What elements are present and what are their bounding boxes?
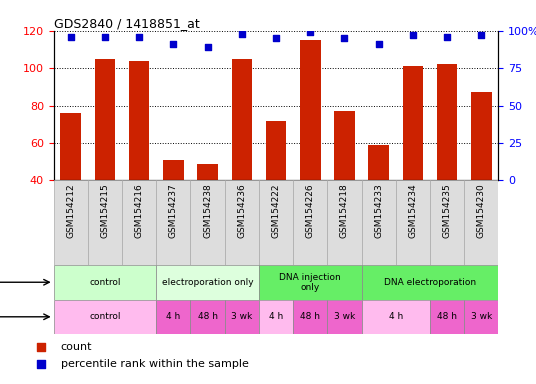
Text: 48 h: 48 h <box>198 312 218 321</box>
Text: GDS2840 / 1418851_at: GDS2840 / 1418851_at <box>54 17 199 30</box>
Text: GSM154218: GSM154218 <box>340 183 349 238</box>
Bar <box>362 265 498 300</box>
Bar <box>362 180 396 265</box>
Text: GSM154215: GSM154215 <box>100 183 109 238</box>
Text: percentile rank within the sample: percentile rank within the sample <box>61 359 249 369</box>
Bar <box>157 265 259 300</box>
Bar <box>122 180 157 265</box>
Bar <box>54 265 157 300</box>
Text: GSM154236: GSM154236 <box>237 183 247 238</box>
Text: control: control <box>89 278 121 287</box>
Bar <box>54 300 157 334</box>
Text: electroporation only: electroporation only <box>162 278 254 287</box>
Bar <box>88 180 122 265</box>
Bar <box>54 180 88 265</box>
Bar <box>190 300 225 334</box>
Bar <box>157 180 190 265</box>
Text: 4 h: 4 h <box>389 312 403 321</box>
Text: 3 wk: 3 wk <box>334 312 355 321</box>
Text: control: control <box>89 312 121 321</box>
Text: GSM154216: GSM154216 <box>135 183 144 238</box>
Point <box>237 31 246 37</box>
Point <box>203 44 212 50</box>
Bar <box>129 61 150 180</box>
Text: GSM154222: GSM154222 <box>272 183 280 238</box>
Point <box>306 29 315 35</box>
Bar <box>259 265 362 300</box>
Point <box>408 32 417 38</box>
Bar <box>464 180 498 265</box>
Bar <box>300 40 321 180</box>
Text: GSM154212: GSM154212 <box>66 183 75 238</box>
Bar <box>327 180 362 265</box>
Bar <box>396 180 430 265</box>
Text: count: count <box>61 341 92 352</box>
Point <box>477 32 486 38</box>
Point <box>375 41 383 47</box>
Text: GSM154230: GSM154230 <box>477 183 486 238</box>
Text: 3 wk: 3 wk <box>471 312 492 321</box>
Point <box>340 35 349 41</box>
Bar <box>266 121 286 180</box>
Bar <box>368 145 389 180</box>
Bar <box>334 111 355 180</box>
Point <box>37 361 46 367</box>
Text: GSM154233: GSM154233 <box>374 183 383 238</box>
Bar <box>293 180 327 265</box>
Text: GSM154234: GSM154234 <box>408 183 418 238</box>
Text: 48 h: 48 h <box>437 312 457 321</box>
Text: 3 wk: 3 wk <box>231 312 252 321</box>
Point <box>37 343 46 349</box>
Point <box>66 34 75 40</box>
Text: 48 h: 48 h <box>300 312 321 321</box>
Text: DNA electroporation: DNA electroporation <box>384 278 476 287</box>
Bar <box>232 59 252 180</box>
Text: GSM154237: GSM154237 <box>169 183 178 238</box>
Bar <box>225 180 259 265</box>
Bar <box>163 160 184 180</box>
Bar <box>464 300 498 334</box>
Bar <box>430 180 464 265</box>
Bar <box>293 300 327 334</box>
Bar <box>61 113 81 180</box>
Point <box>101 34 109 40</box>
Bar <box>190 180 225 265</box>
Bar <box>430 300 464 334</box>
Text: 4 h: 4 h <box>269 312 283 321</box>
Bar <box>259 300 293 334</box>
Text: 4 h: 4 h <box>166 312 181 321</box>
Bar <box>362 300 430 334</box>
Text: GSM154238: GSM154238 <box>203 183 212 238</box>
Text: GSM154226: GSM154226 <box>306 183 315 238</box>
Bar <box>327 300 362 334</box>
Bar <box>259 180 293 265</box>
Point <box>443 34 451 40</box>
Point <box>169 41 177 47</box>
Text: GSM154235: GSM154235 <box>443 183 452 238</box>
Bar <box>197 164 218 180</box>
Point <box>272 35 280 41</box>
Point <box>135 34 144 40</box>
Bar <box>403 66 423 180</box>
Bar <box>437 65 457 180</box>
Text: DNA injection
only: DNA injection only <box>279 273 341 292</box>
Bar <box>157 300 190 334</box>
Bar <box>95 59 115 180</box>
Bar <box>471 93 492 180</box>
Bar <box>225 300 259 334</box>
